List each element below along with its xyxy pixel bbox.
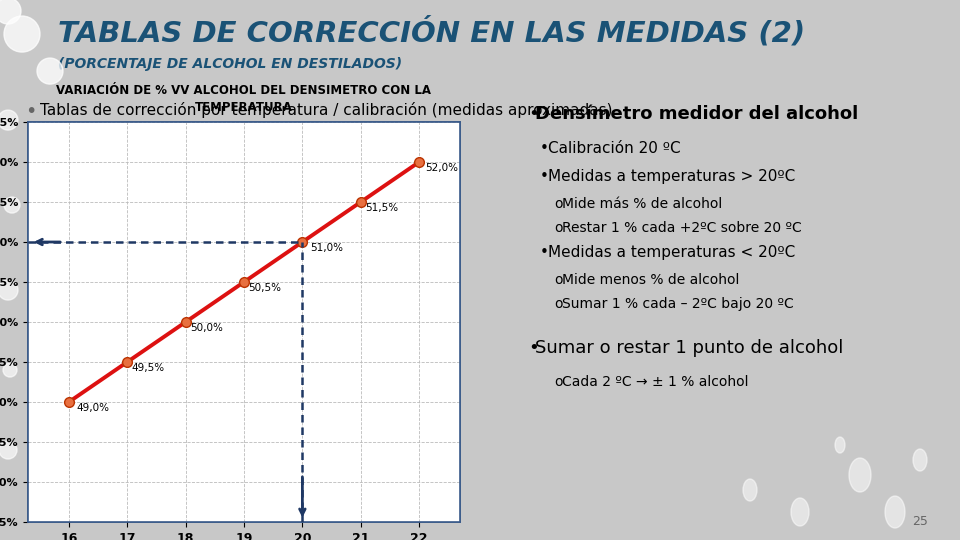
Text: •: •: [528, 339, 539, 357]
Text: 50,5%: 50,5%: [249, 282, 281, 293]
Circle shape: [0, 280, 18, 300]
Circle shape: [0, 0, 21, 24]
Text: (PORCENTAJE DE ALCOHOL EN DESTILADOS): (PORCENTAJE DE ALCOHOL EN DESTILADOS): [58, 57, 402, 71]
Title: VARIACIÓN DE % VV ALCOHOL DEL DENSIMETRO CON LA
TEMPERATURA: VARIACIÓN DE % VV ALCOHOL DEL DENSIMETRO…: [57, 84, 431, 114]
Text: 51,0%: 51,0%: [310, 242, 343, 253]
Text: 25: 25: [912, 515, 928, 528]
Text: 51,5%: 51,5%: [366, 202, 398, 213]
Text: Densímetro medidor del alcohol: Densímetro medidor del alcohol: [535, 105, 858, 123]
Text: 49,0%: 49,0%: [77, 403, 109, 413]
Text: o: o: [554, 197, 563, 211]
Circle shape: [0, 441, 17, 459]
Ellipse shape: [743, 479, 757, 501]
Text: 50,0%: 50,0%: [190, 322, 223, 333]
Text: •: •: [540, 245, 549, 260]
Text: Mide menos % de alcohol: Mide menos % de alcohol: [562, 273, 739, 287]
Text: 52,0%: 52,0%: [425, 163, 458, 173]
Text: 49,5%: 49,5%: [132, 362, 165, 373]
Circle shape: [37, 58, 63, 84]
Text: Sumar o restar 1 punto de alcohol: Sumar o restar 1 punto de alcohol: [535, 339, 844, 357]
Text: o: o: [554, 273, 563, 287]
Text: Restar 1 % cada +2ºC sobre 20 ºC: Restar 1 % cada +2ºC sobre 20 ºC: [562, 221, 802, 235]
Text: o: o: [554, 297, 563, 311]
Circle shape: [0, 110, 18, 130]
Text: Medidas a temperaturas < 20ºC: Medidas a temperaturas < 20ºC: [548, 245, 795, 260]
Text: •: •: [25, 102, 36, 121]
Text: o: o: [554, 375, 563, 389]
Text: Mide más % de alcohol: Mide más % de alcohol: [562, 197, 722, 211]
Text: •: •: [528, 105, 539, 123]
Text: •: •: [540, 169, 549, 184]
Ellipse shape: [885, 496, 905, 528]
Text: Tablas de corrección por temperatura / calibración (medidas aproximadas): Tablas de corrección por temperatura / c…: [40, 102, 612, 118]
Text: Medidas a temperaturas > 20ºC: Medidas a temperaturas > 20ºC: [548, 169, 795, 184]
Text: Cada 2 ºC → ± 1 % alcohol: Cada 2 ºC → ± 1 % alcohol: [562, 375, 749, 389]
Circle shape: [4, 197, 20, 213]
Text: Sumar 1 % cada – 2ºC bajo 20 ºC: Sumar 1 % cada – 2ºC bajo 20 ºC: [562, 297, 794, 311]
Text: •: •: [540, 141, 549, 156]
Ellipse shape: [849, 458, 871, 492]
Circle shape: [4, 16, 40, 52]
Text: o: o: [554, 221, 563, 235]
Circle shape: [3, 363, 17, 377]
Ellipse shape: [791, 498, 809, 526]
Text: Calibración 20 ºC: Calibración 20 ºC: [548, 141, 681, 156]
Text: TABLAS DE CORRECCIÓN EN LAS MEDIDAS (2): TABLAS DE CORRECCIÓN EN LAS MEDIDAS (2): [58, 17, 805, 48]
Ellipse shape: [913, 449, 927, 471]
Ellipse shape: [835, 437, 845, 453]
FancyBboxPatch shape: [28, 122, 460, 522]
